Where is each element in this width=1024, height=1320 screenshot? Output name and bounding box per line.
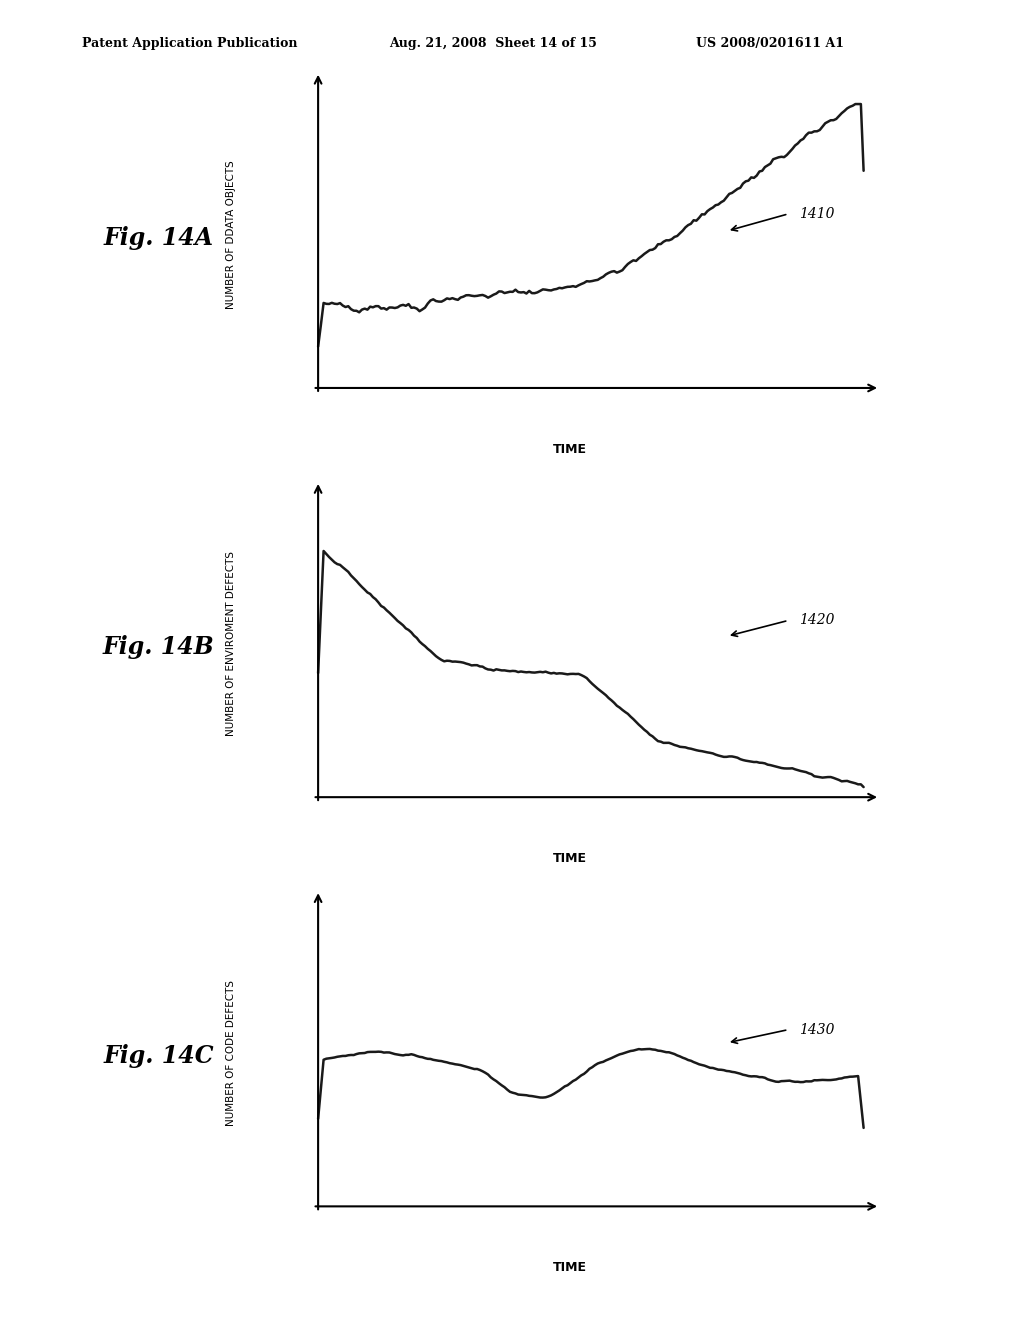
Text: 1430: 1430	[799, 1023, 835, 1036]
Text: NUMBER OF DDATA OBJECTS: NUMBER OF DDATA OBJECTS	[226, 160, 237, 309]
Text: Fig. 14B: Fig. 14B	[102, 635, 215, 659]
Text: Fig. 14A: Fig. 14A	[103, 226, 214, 249]
Text: 1410: 1410	[799, 207, 835, 220]
Text: 1420: 1420	[799, 614, 835, 627]
Text: TIME: TIME	[553, 444, 587, 455]
Text: Fig. 14C: Fig. 14C	[103, 1044, 214, 1068]
Text: TIME: TIME	[553, 1262, 587, 1274]
Text: Aug. 21, 2008  Sheet 14 of 15: Aug. 21, 2008 Sheet 14 of 15	[389, 37, 597, 50]
Text: TIME: TIME	[553, 853, 587, 865]
Text: US 2008/0201611 A1: US 2008/0201611 A1	[696, 37, 845, 50]
Text: NUMBER OF CODE DEFECTS: NUMBER OF CODE DEFECTS	[226, 979, 237, 1126]
Text: NUMBER OF ENVIROMENT DEFECTS: NUMBER OF ENVIROMENT DEFECTS	[226, 550, 237, 737]
Text: Patent Application Publication: Patent Application Publication	[82, 37, 297, 50]
